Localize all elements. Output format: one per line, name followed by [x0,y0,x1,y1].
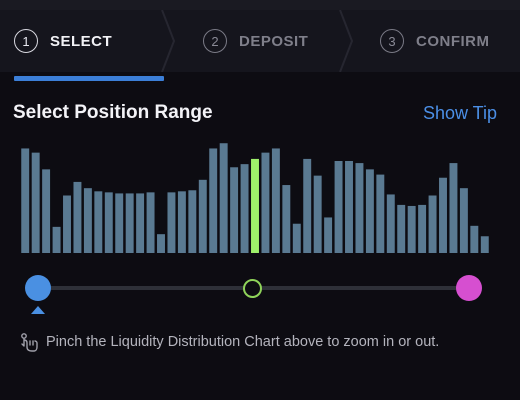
liquidity-bar [188,190,197,253]
step-number: 3 [380,29,404,53]
liquidity-bar [449,163,458,253]
liquidity-bar [386,194,395,253]
liquidity-bar [470,225,479,253]
lower-range-handle[interactable] [25,275,51,301]
liquidity-bar [240,164,249,253]
chevron-right-icon [339,10,354,72]
liquidity-bar [282,185,291,253]
active-step-indicator [14,76,164,81]
liquidity-bar [167,192,176,253]
range-slider[interactable] [24,272,494,314]
pinch-gesture-icon [21,333,38,352]
liquidity-bar [230,167,239,253]
step-number: 2 [203,29,227,53]
step-deposit[interactable]: 2 DEPOSIT [203,10,308,72]
liquidity-bar [480,236,489,253]
step-select[interactable]: 1 SELECT [14,10,112,72]
liquidity-bar [157,234,165,253]
chevron-right-icon [161,10,176,72]
liquidity-bar [345,161,353,253]
liquidity-bar [63,195,71,253]
liquidity-bar [439,177,447,253]
zoom-hint: Pinch the Liquidity Distribution Chart a… [18,330,508,354]
liquidity-bar [219,143,228,253]
liquidity-bar [271,148,280,253]
page-title: Select Position Range [13,102,213,123]
liquidity-bar [177,191,186,253]
liquidity-bar [459,188,468,253]
liquidity-bar [313,175,322,253]
liquidity-bar [355,163,364,253]
liquidity-bar [303,158,312,253]
liquidity-bar [292,223,301,253]
hint-text: Pinch the Liquidity Distribution Chart a… [46,334,440,350]
liquidity-bar [397,204,406,253]
liquidity-bar [94,191,103,253]
liquidity-bar [428,195,437,253]
liquidity-bar [125,193,134,253]
liquidity-bar [115,193,124,253]
liquidity-bar [209,148,218,253]
liquidity-bar [104,192,113,253]
upper-range-handle[interactable] [456,275,482,301]
liquidity-bar [407,205,416,253]
liquidity-bar [324,217,333,253]
step-confirm[interactable]: 3 CONFIRM [380,10,490,72]
step-label: DEPOSIT [239,32,309,50]
liquidity-bar [376,174,385,253]
liquidity-bar [146,192,155,253]
liquidity-bar [73,181,82,253]
section-header: Select Position Range Show Tip [13,102,497,128]
liquidity-bar [334,161,343,253]
liquidity-bar [261,152,270,253]
liquidity-bar [365,169,374,253]
current-price-marker [243,279,262,298]
show-tip-link[interactable]: Show Tip [422,103,497,123]
caret-up-icon [31,306,45,314]
liquidity-bar [136,193,145,253]
liquidity-bar [21,148,30,253]
step-number: 1 [14,29,38,53]
liquidity-bar [31,152,40,253]
liquidity-bar [418,204,427,253]
liquidity-bar [198,179,207,253]
top-status-strip [0,0,520,10]
liquidity-bar [42,169,51,253]
step-label: CONFIRM [416,32,490,50]
step-label: SELECT [50,32,113,50]
liquidity-bar-current [251,158,259,253]
liquidity-bar [83,188,92,253]
liquidity-bar [52,226,61,253]
liquidity-distribution-chart[interactable] [20,138,490,253]
stepper: 1 SELECT 2 DEPOSIT 3 CONFIRM [0,10,520,81]
